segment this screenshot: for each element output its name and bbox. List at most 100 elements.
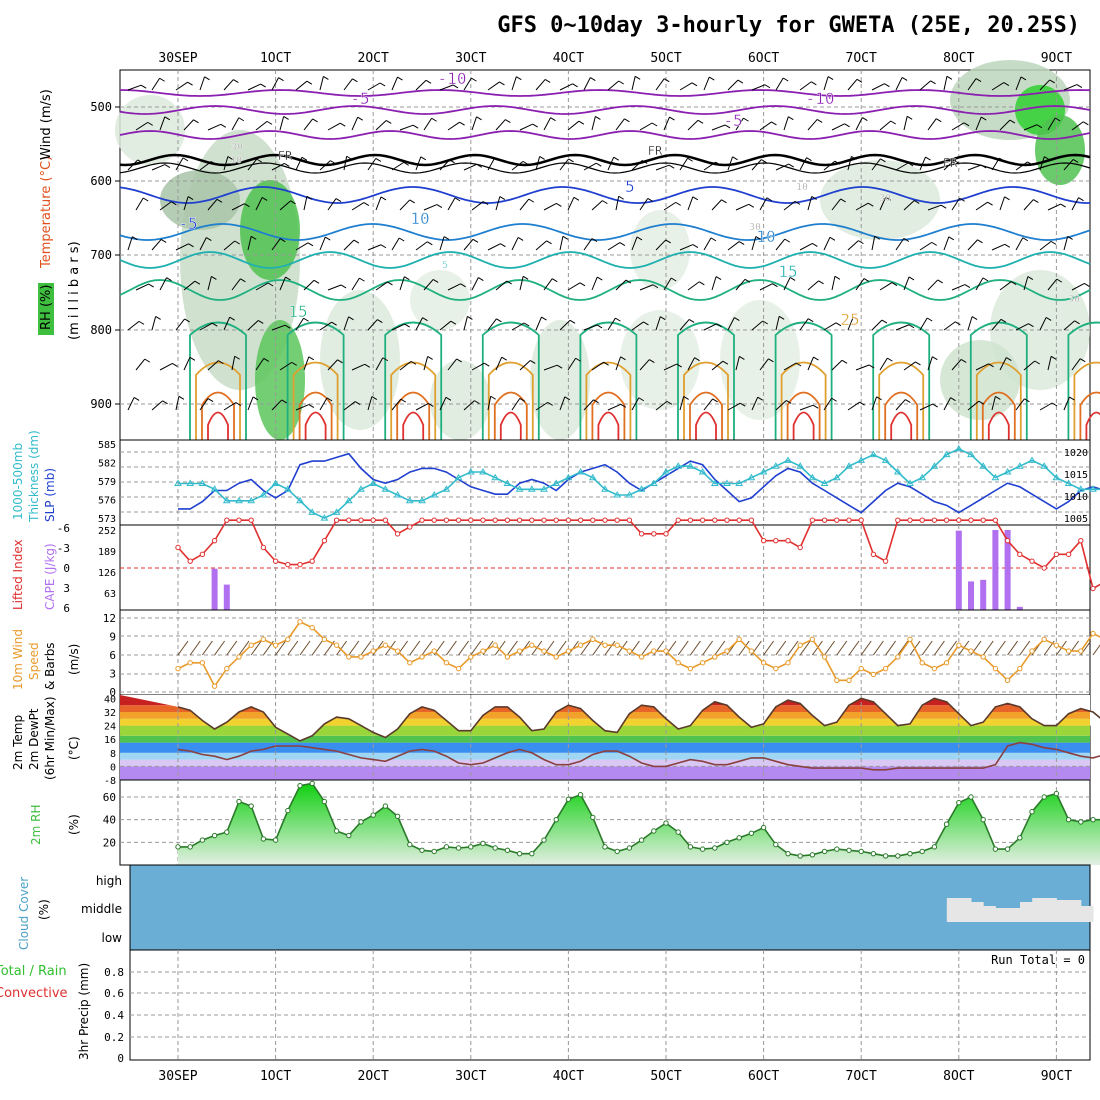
cape-bar xyxy=(968,581,974,610)
lifted-index-point xyxy=(882,558,889,564)
wind-barb-flag xyxy=(885,196,891,201)
thickness-point xyxy=(649,479,658,486)
lifted-index-point xyxy=(602,517,608,523)
wind-barb-flag xyxy=(379,82,386,87)
wind-barb xyxy=(1023,199,1034,211)
x-tick-top: 3OCT xyxy=(455,51,486,66)
thickness-point xyxy=(588,473,597,481)
rh2m-point xyxy=(370,812,376,818)
wind-barb xyxy=(247,236,252,251)
wind-speed-point xyxy=(882,665,889,672)
wind-barb-flag xyxy=(556,202,562,207)
wind-speed-point xyxy=(382,642,389,648)
wind-barb-flag xyxy=(267,282,274,287)
thickness-point xyxy=(271,479,280,486)
wind-barb-flag xyxy=(795,362,802,367)
wind-barb-flag xyxy=(410,360,417,365)
wind-barb xyxy=(207,276,212,291)
rh2m-point xyxy=(590,814,596,821)
wind-barb xyxy=(927,279,939,291)
wind-barb xyxy=(1047,278,1058,291)
rh2m-tick: 60 xyxy=(103,791,116,804)
wind-barb xyxy=(655,316,661,331)
thickness-point xyxy=(259,491,268,498)
lifted-index-point xyxy=(699,517,706,523)
wind-barb xyxy=(471,201,484,211)
wind-barb xyxy=(231,203,245,211)
wind-barb xyxy=(895,238,905,251)
wind-barb xyxy=(535,156,541,171)
wind-barb xyxy=(295,404,310,411)
wind-speed-point xyxy=(541,648,547,654)
wind-barb-10m xyxy=(555,640,567,656)
lifted-index-point xyxy=(626,517,633,523)
wind-speed-point xyxy=(773,665,779,672)
wind-barb xyxy=(127,159,139,171)
wind-barb-flag xyxy=(445,396,452,401)
wind-barb-flag xyxy=(841,359,848,364)
thickness-point xyxy=(308,508,317,515)
rh2m-point xyxy=(431,848,437,855)
cloud-middle xyxy=(1068,900,1082,922)
upper-left-labels: RH (%) Temperature (°C) Wind (m/s) (m i … xyxy=(38,89,82,340)
wind-barb xyxy=(895,77,903,91)
wind-barb xyxy=(951,122,965,131)
contour-loop xyxy=(792,411,815,440)
wind-barb-flag xyxy=(290,200,296,205)
wind-barb-flag xyxy=(460,283,466,288)
cloud-level-middle: middle xyxy=(81,902,122,916)
rh2m-point xyxy=(358,819,364,825)
wind-speed-point xyxy=(785,660,791,666)
wind-barb xyxy=(583,162,597,171)
rh2m-label: 2m RH xyxy=(29,805,43,846)
lifted-index-point xyxy=(382,517,389,523)
wind-barb xyxy=(559,236,564,251)
wind-barb xyxy=(207,123,221,131)
wind-barb-flag xyxy=(550,117,556,122)
wind-barb xyxy=(511,160,524,171)
wind-barb-flag xyxy=(975,78,982,82)
wind-speed-point xyxy=(211,683,218,689)
wind-barb xyxy=(871,396,878,411)
wind-barb-flag xyxy=(436,204,443,208)
wind-barb-flag xyxy=(142,197,149,202)
thickness-point xyxy=(466,467,475,475)
thickness-point xyxy=(637,485,646,492)
rh2m-point xyxy=(1029,809,1035,815)
contour-loop xyxy=(689,391,723,440)
lifted-index-point xyxy=(907,517,913,523)
rh2m-point xyxy=(882,853,889,859)
rh2m-point xyxy=(309,780,315,787)
wind-barb xyxy=(367,82,381,91)
wind-barb xyxy=(879,197,887,211)
wind-barb xyxy=(631,160,643,171)
thickness-point xyxy=(320,514,329,521)
wind-barb-flag xyxy=(590,77,596,81)
precip-tick: 0 xyxy=(117,1052,124,1065)
wind-barb xyxy=(151,316,157,331)
wind-barb-flag xyxy=(1051,402,1058,407)
rh2m-point xyxy=(760,824,767,831)
wind-barb xyxy=(175,81,188,91)
wind-barb-flag xyxy=(903,237,910,242)
wind-speed-point xyxy=(236,654,242,660)
wind-speed-point xyxy=(919,660,925,666)
wind-barb-flag xyxy=(593,399,599,404)
rh2m-point xyxy=(956,799,962,806)
wind-barb-flag xyxy=(907,162,914,167)
wind-barb-flag xyxy=(432,279,439,283)
wind-speed-point xyxy=(907,636,913,643)
x-tick-bottom: 6OCT xyxy=(748,1069,779,1084)
rh2m-point xyxy=(846,847,852,853)
wind-barb xyxy=(535,401,549,411)
wind-barb-flag xyxy=(1044,156,1050,161)
lifted-index-point xyxy=(309,558,315,564)
wind-barb-flag xyxy=(771,121,777,126)
wind-barb-flag xyxy=(1084,282,1090,287)
wind-barb xyxy=(903,276,910,291)
thickness-point xyxy=(674,462,683,469)
wind-speed-point xyxy=(297,619,303,625)
wind-barb-flag xyxy=(596,276,603,281)
wind-barb-flag xyxy=(724,124,731,129)
wind-barb xyxy=(679,82,693,91)
